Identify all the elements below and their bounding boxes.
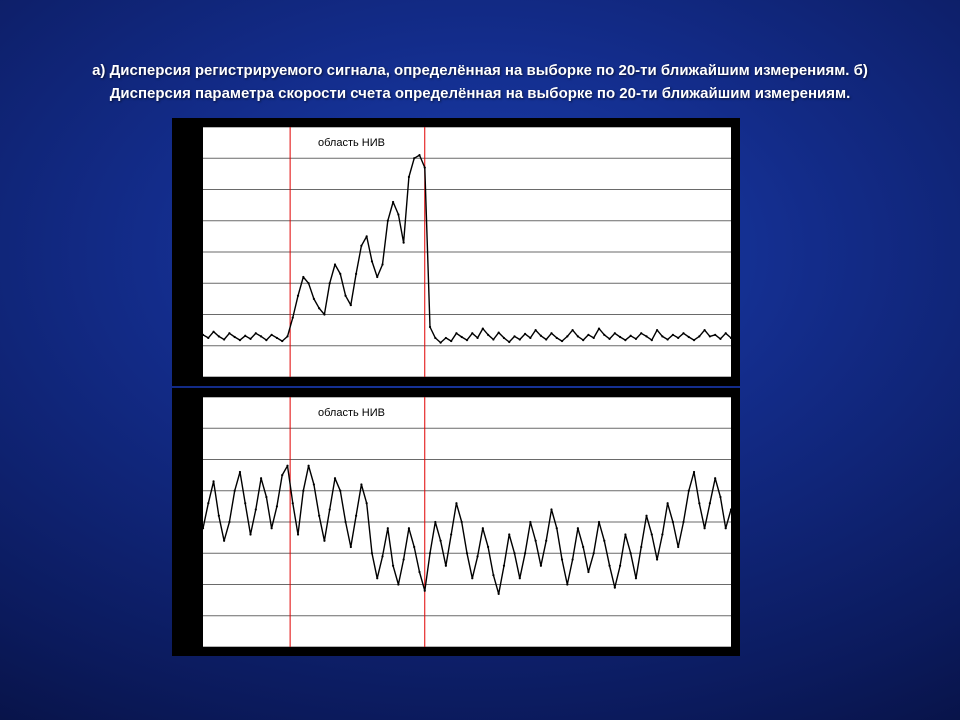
caption-line-2: Дисперсия параметра скорости счета опред… — [110, 85, 851, 102]
chart-a-plot-area: область НИВ — [202, 126, 732, 378]
caption: а) Дисперсия регистрируемого сигнала, оп… — [60, 60, 900, 105]
chart-a-region-label: область НИВ — [318, 137, 385, 149]
chart-b-plot-area: область НИВ — [202, 396, 732, 648]
chart-b-region-label: область НИВ — [318, 407, 385, 419]
chart-panel-a: область НИВ — [172, 118, 740, 386]
chart-panel-b: область НИВ — [172, 388, 740, 656]
chart-a-svg — [203, 127, 731, 377]
slide: а) Дисперсия регистрируемого сигнала, оп… — [0, 0, 960, 720]
caption-line-1: а) Дисперсия регистрируемого сигнала, оп… — [92, 62, 868, 79]
chart-b-svg — [203, 397, 731, 647]
